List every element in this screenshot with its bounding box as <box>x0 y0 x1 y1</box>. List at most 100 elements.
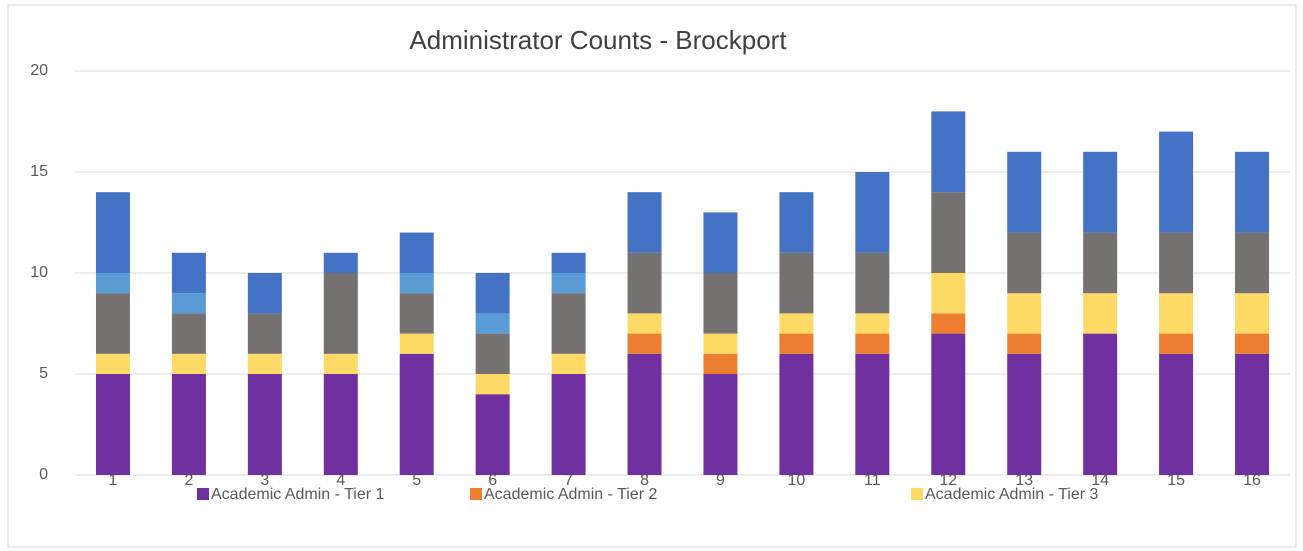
bar-segment <box>247 374 282 475</box>
bar-segment <box>703 353 738 374</box>
bar-segment <box>855 333 890 354</box>
bar-segment <box>931 313 966 334</box>
bar-segment <box>551 353 586 374</box>
bar-segment <box>627 252 662 314</box>
bar-segment <box>323 353 358 374</box>
bar-segment <box>779 353 814 475</box>
x-tick-label: 16 <box>1243 472 1261 489</box>
bar-segment <box>627 192 662 253</box>
y-tick-label: 5 <box>39 365 48 382</box>
bar-segment <box>475 374 510 395</box>
bar-segment <box>1159 232 1194 294</box>
bar-segment <box>1007 293 1042 334</box>
x-tick-label: 7 <box>564 472 573 489</box>
bar-segment <box>855 252 890 314</box>
bar-segment <box>551 252 586 273</box>
bar-segment <box>703 273 738 334</box>
bar-segment <box>475 313 510 334</box>
bar-segment <box>1007 353 1042 475</box>
legend-label: Academic Admin - Tier 2 <box>484 486 658 503</box>
bar-segment <box>399 353 434 475</box>
bar-segment <box>779 192 814 253</box>
bar-segment <box>1159 353 1194 475</box>
bar-segment <box>1007 151 1042 233</box>
legend-swatch <box>470 488 482 500</box>
bar-segment <box>1159 333 1194 354</box>
bar-segment <box>1007 333 1042 354</box>
legend-label: Academic Admin - Tier 1 <box>211 486 385 503</box>
x-tick-label: 3 <box>260 472 269 489</box>
x-tick-label: 8 <box>640 472 649 489</box>
chart-title: Administrator Counts - Brockport <box>409 25 787 55</box>
bar-segment <box>1083 333 1118 475</box>
bar-segment <box>1235 333 1270 354</box>
bar-segment <box>1235 293 1270 334</box>
bar-segment <box>399 333 434 354</box>
bar-segment <box>399 232 434 273</box>
x-tick-label: 10 <box>788 472 806 489</box>
bar-segment <box>323 252 358 273</box>
bar-segment <box>1235 151 1270 233</box>
x-tick-label: 12 <box>939 472 957 489</box>
bar-segment <box>855 313 890 334</box>
bar-segment <box>627 353 662 475</box>
bar-segment <box>779 313 814 334</box>
bar-segment <box>171 313 206 354</box>
x-tick-label: 5 <box>412 472 421 489</box>
bar-segment <box>1083 151 1118 233</box>
bar-segment <box>931 192 966 273</box>
bar-segment <box>95 353 130 374</box>
bar-segment <box>627 333 662 354</box>
bar-segment <box>551 273 586 294</box>
bar-segment <box>703 374 738 475</box>
bar-segment <box>1159 131 1194 233</box>
bar-segment <box>171 293 206 314</box>
bar-segment <box>627 313 662 334</box>
bar-segment <box>1007 232 1042 294</box>
x-tick-label: 15 <box>1167 472 1185 489</box>
bar-segment <box>551 374 586 475</box>
bar-segment <box>779 252 814 314</box>
bar-segment <box>475 394 510 475</box>
y-tick-label: 0 <box>39 466 48 483</box>
bar-segment <box>703 212 738 273</box>
x-tick-label: 9 <box>716 472 725 489</box>
bar-segment <box>399 293 434 334</box>
bar-segment <box>475 273 510 314</box>
legend-label: Academic Admin - Tier 3 <box>925 486 1099 503</box>
y-tick-label: 20 <box>30 62 48 79</box>
bar-segment <box>95 293 130 354</box>
bar-segment <box>95 374 130 475</box>
legend-swatch <box>197 488 209 500</box>
bar-segment <box>1083 293 1118 334</box>
x-tick-label: 6 <box>488 472 497 489</box>
x-tick-label: 2 <box>184 472 193 489</box>
x-tick-label: 13 <box>1015 472 1033 489</box>
bar-segment <box>247 313 282 354</box>
bar-segment <box>703 333 738 354</box>
bar-segment <box>475 333 510 374</box>
x-tick-label: 4 <box>336 472 345 489</box>
bar-segment <box>323 374 358 475</box>
bar-segment <box>931 273 966 314</box>
y-tick-label: 10 <box>30 264 48 281</box>
bar-segment <box>1235 232 1270 294</box>
bar-segment <box>171 374 206 475</box>
bar-segment <box>931 111 966 193</box>
bar-segment <box>855 353 890 475</box>
x-tick-label: 11 <box>864 472 881 489</box>
bar-segment <box>171 353 206 374</box>
bar-segment <box>95 192 130 273</box>
bar-segment <box>1083 232 1118 294</box>
bar-segment <box>247 353 282 374</box>
bar-segment <box>399 273 434 294</box>
legend-swatch <box>911 488 923 500</box>
bar-segment <box>247 273 282 314</box>
bar-segment <box>95 273 130 294</box>
bar-segment <box>323 273 358 354</box>
x-tick-label: 1 <box>109 472 118 489</box>
bar-segment <box>171 252 206 294</box>
bar-segment <box>1235 353 1270 475</box>
